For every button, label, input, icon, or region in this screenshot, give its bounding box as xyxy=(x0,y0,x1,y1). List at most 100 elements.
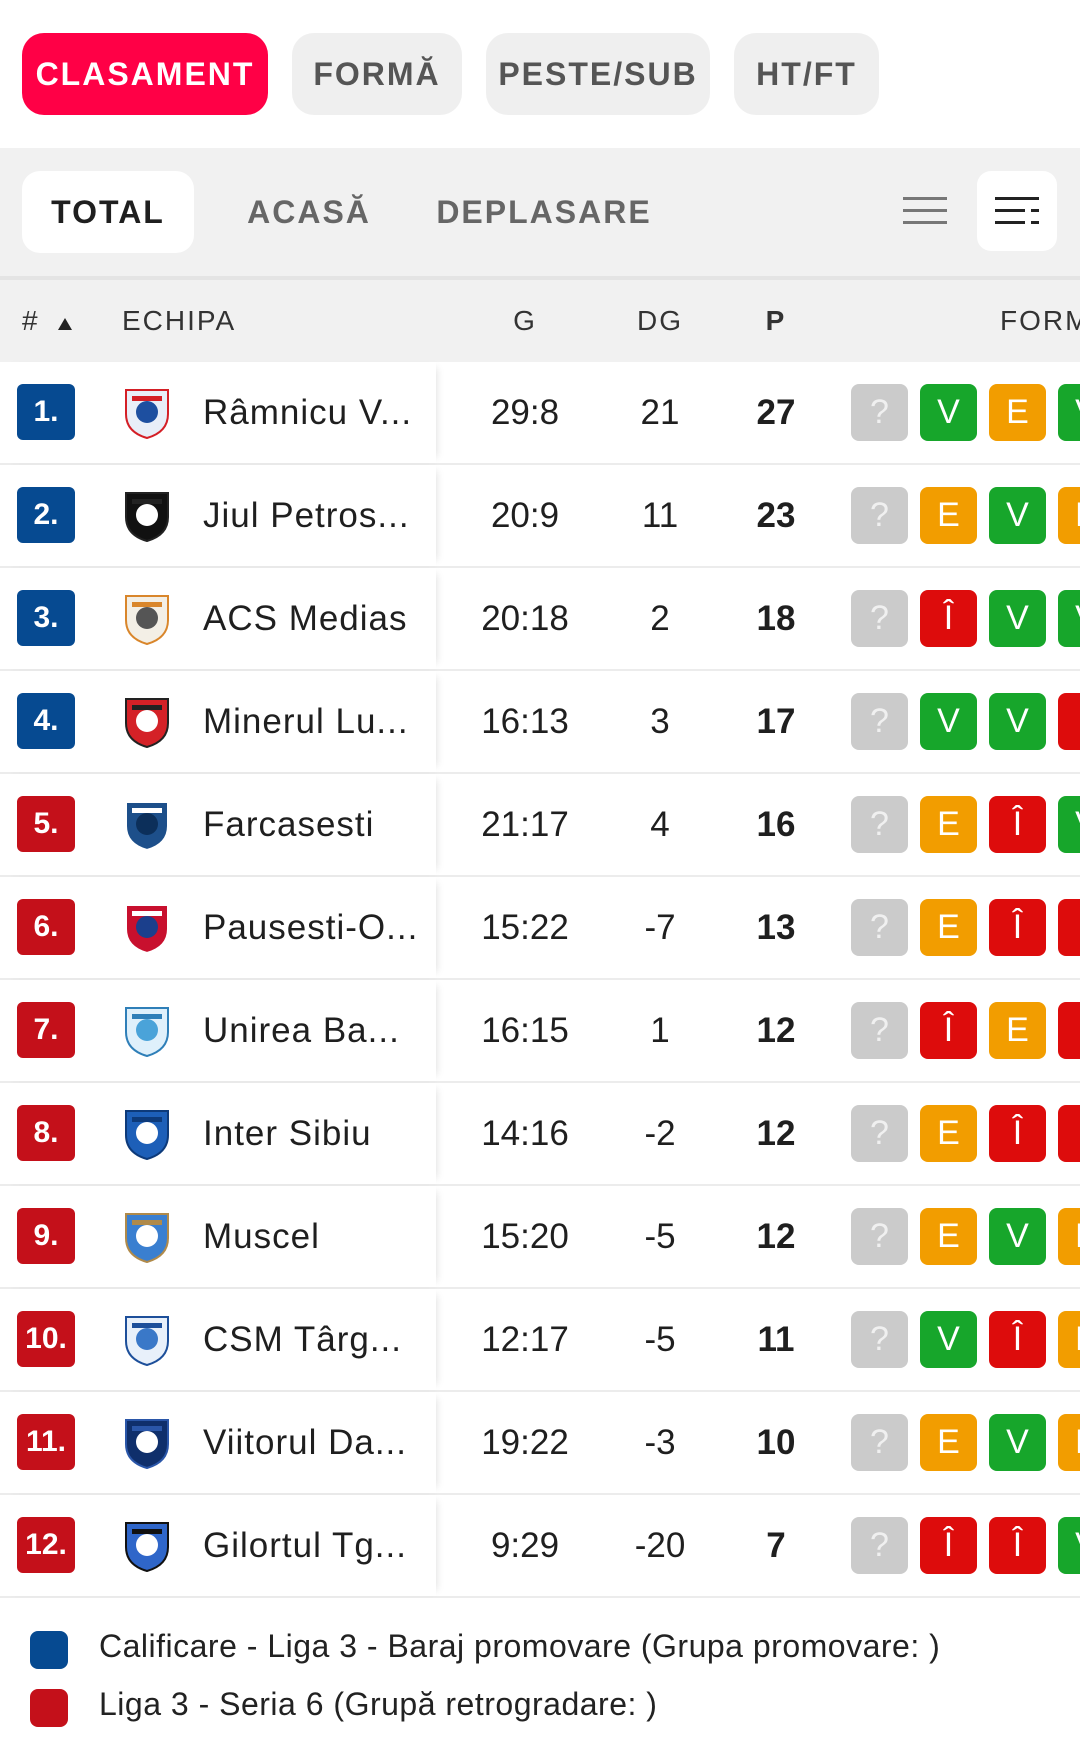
form-badge[interactable]: V xyxy=(989,590,1046,647)
team-name[interactable]: Unirea Ba... xyxy=(203,1011,400,1050)
form-badge[interactable]: Î xyxy=(989,1105,1046,1162)
form-badge-upcoming[interactable]: ? xyxy=(851,590,908,647)
form-badge-upcoming[interactable]: ? xyxy=(851,1002,908,1059)
table-row[interactable]: 6.Pausesti-O...15:22-713?EÎÎ xyxy=(0,877,1080,980)
form-badges: ?VEV xyxy=(851,384,1080,441)
rank-badge: 1. xyxy=(17,384,75,440)
form-badge[interactable]: E xyxy=(989,1002,1046,1059)
team-name[interactable]: Inter Sibiu xyxy=(203,1114,372,1153)
form-badge[interactable]: V xyxy=(989,693,1046,750)
header-goals[interactable]: G xyxy=(513,305,537,336)
form-badge[interactable]: Î xyxy=(920,590,977,647)
form-badge[interactable]: E xyxy=(1058,1414,1080,1471)
form-badge[interactable]: V xyxy=(989,1208,1046,1265)
team-name[interactable]: Gilortul Tg... xyxy=(203,1526,407,1565)
team-name[interactable]: Minerul Lu... xyxy=(203,702,409,741)
tab-peste-sub[interactable]: PESTE/SUB xyxy=(486,33,710,115)
form-badge[interactable]: E xyxy=(920,796,977,853)
form-badge-upcoming[interactable]: ? xyxy=(851,1517,908,1574)
form-badge[interactable]: Î xyxy=(920,1002,977,1059)
form-badge-upcoming[interactable]: ? xyxy=(851,384,908,441)
form-badge[interactable]: E xyxy=(1058,1208,1080,1265)
goals-cell: 21:17 xyxy=(481,805,569,844)
team-name[interactable]: CSM Târg... xyxy=(203,1320,403,1359)
form-badge[interactable]: Î xyxy=(1058,1002,1080,1059)
form-badge[interactable]: V xyxy=(920,693,977,750)
team-name[interactable]: Viitorul Da... xyxy=(203,1423,407,1462)
form-badge[interactable]: Î xyxy=(989,796,1046,853)
goals-cell: 20:18 xyxy=(481,599,569,638)
subtab-acasa[interactable]: ACASĂ xyxy=(247,193,371,230)
form-badge-upcoming[interactable]: ? xyxy=(851,1208,908,1265)
goals-cell: 15:22 xyxy=(481,908,569,947)
goals-cell: 16:15 xyxy=(481,1011,569,1050)
form-badge-upcoming[interactable]: ? xyxy=(851,796,908,853)
team-logo-icon xyxy=(125,1213,169,1264)
team-name[interactable]: Muscel xyxy=(203,1217,320,1256)
form-badge[interactable]: Î xyxy=(1058,693,1080,750)
form-badge[interactable]: Î xyxy=(920,1517,977,1574)
goal-diff-cell: 3 xyxy=(650,702,670,741)
form-badge[interactable]: Î xyxy=(1058,1105,1080,1162)
form-badge[interactable]: E xyxy=(920,1414,977,1471)
form-badge[interactable]: E xyxy=(920,487,977,544)
subtab-deplasare[interactable]: DEPLASARE xyxy=(436,193,652,230)
form-badge[interactable]: V xyxy=(1058,796,1080,853)
form-badges: ?EVE xyxy=(851,487,1080,544)
header-goal-diff[interactable]: DG xyxy=(637,305,683,336)
form-badge[interactable]: V xyxy=(989,487,1046,544)
header-points[interactable]: P xyxy=(765,305,787,336)
form-badge[interactable]: Î xyxy=(989,1311,1046,1368)
team-name[interactable]: ACS Medias xyxy=(203,599,408,638)
form-badge[interactable]: V xyxy=(920,384,977,441)
table-row[interactable]: 11.Viitorul Da...19:22-310?EVE xyxy=(0,1392,1080,1495)
form-badge-upcoming[interactable]: ? xyxy=(851,1414,908,1471)
team-name[interactable]: Pausesti-O... xyxy=(203,908,419,947)
form-badge[interactable]: V xyxy=(1058,384,1080,441)
form-badge[interactable]: Î xyxy=(989,899,1046,956)
form-badge[interactable]: V xyxy=(1058,590,1080,647)
compact-view-button[interactable] xyxy=(885,171,965,251)
form-badge[interactable]: E xyxy=(1058,1311,1080,1368)
form-badge-upcoming[interactable]: ? xyxy=(851,1105,908,1162)
form-badge[interactable]: E xyxy=(989,384,1046,441)
table-row[interactable]: 12.Gilortul Tg...9:29-207?ÎÎV xyxy=(0,1495,1080,1598)
form-badge[interactable]: E xyxy=(920,1105,977,1162)
rank-badge: 4. xyxy=(17,693,75,749)
team-name[interactable]: Farcasesti xyxy=(203,805,375,844)
form-badge[interactable]: E xyxy=(920,899,977,956)
subtab-total[interactable]: TOTAL xyxy=(22,171,194,253)
tab-forma[interactable]: FORMĂ xyxy=(292,33,462,115)
tab-clasament[interactable]: CLASAMENT xyxy=(22,33,268,115)
detailed-view-button[interactable] xyxy=(977,171,1057,251)
form-badge[interactable]: V xyxy=(920,1311,977,1368)
sub-tab-bar: TOTAL ACASĂ DEPLASARE xyxy=(0,148,1080,276)
sort-rank-header[interactable]: # xyxy=(22,280,73,362)
form-badge[interactable]: E xyxy=(920,1208,977,1265)
header-form: FORM xyxy=(1000,305,1080,336)
team-name[interactable]: Jiul Petros... xyxy=(203,496,410,535)
form-badge-upcoming[interactable]: ? xyxy=(851,693,908,750)
form-badge-upcoming[interactable]: ? xyxy=(851,899,908,956)
table-row[interactable]: 10.CSM Târg...12:17-511?VÎE xyxy=(0,1289,1080,1392)
goal-diff-cell: 21 xyxy=(640,393,680,432)
legend-swatch-relegation xyxy=(30,1689,68,1727)
form-badge[interactable]: Î xyxy=(989,1517,1046,1574)
tab-ht-ft[interactable]: HT/FT xyxy=(734,33,879,115)
form-badge-upcoming[interactable]: ? xyxy=(851,1311,908,1368)
form-badge[interactable]: Î xyxy=(1058,899,1080,956)
points-cell: 16 xyxy=(756,805,796,844)
form-badge[interactable]: V xyxy=(1058,1517,1080,1574)
form-badge[interactable]: V xyxy=(989,1414,1046,1471)
team-name[interactable]: Râmnicu V... xyxy=(203,393,413,432)
form-badge[interactable]: E xyxy=(1058,487,1080,544)
form-badge-upcoming[interactable]: ? xyxy=(851,487,908,544)
